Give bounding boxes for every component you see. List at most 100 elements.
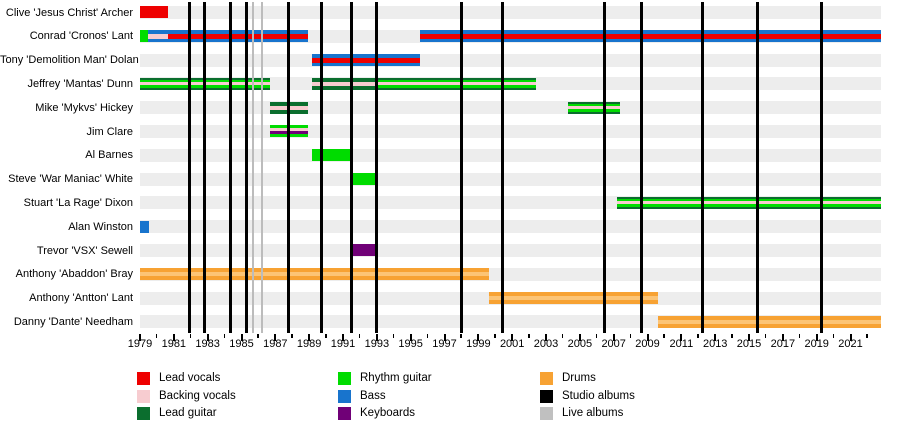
axis-tick bbox=[139, 334, 141, 341]
axis-tick bbox=[477, 334, 480, 341]
role-stripe-rhythm-guitar bbox=[376, 79, 536, 83]
legend-color-swatch bbox=[540, 371, 553, 385]
role-stripe-lead-vocals bbox=[311, 57, 420, 63]
member-label: Stuart 'La Rage' Dixon bbox=[23, 196, 133, 209]
role-stripe-lead-guitar bbox=[311, 85, 377, 90]
legend-color-swatch bbox=[137, 371, 150, 385]
studio-album-line bbox=[350, 2, 354, 333]
legend-item: Keyboards bbox=[338, 406, 415, 420]
live-album-line bbox=[252, 2, 255, 333]
legend-label: Live albums bbox=[562, 407, 624, 419]
axis-tick-label: 1985 bbox=[229, 338, 254, 350]
axis-tick bbox=[680, 334, 683, 341]
legend-label: Bass bbox=[360, 390, 386, 402]
studio-album-line bbox=[640, 2, 644, 333]
legend-color-swatch bbox=[540, 389, 553, 403]
axis-tick-label: 2021 bbox=[838, 338, 863, 350]
role-stripe-drums-light bbox=[657, 319, 881, 324]
axis-tick-label: 1981 bbox=[161, 338, 187, 350]
role-stripe-rhythm-guitar bbox=[568, 103, 621, 107]
studio-album-line bbox=[603, 2, 607, 333]
axis-tick-label: 1993 bbox=[364, 338, 390, 350]
row-background-band bbox=[140, 53, 881, 67]
role-stripe-bass bbox=[167, 38, 309, 43]
role-stripe-bass bbox=[167, 30, 309, 34]
member-tenure-bar bbox=[657, 315, 881, 328]
axis-tick bbox=[595, 334, 598, 338]
member-tenure-bar bbox=[147, 30, 168, 43]
legend-label: Lead guitar bbox=[159, 407, 217, 419]
member-label: Anthony 'Abaddon' Bray bbox=[15, 268, 133, 281]
axis-tick bbox=[257, 334, 259, 338]
role-stripe-rhythm-guitar bbox=[376, 85, 536, 88]
axis-tick bbox=[172, 334, 175, 341]
legend-color-swatch bbox=[338, 389, 351, 403]
member-label: Steve 'War Maniac' White bbox=[8, 173, 133, 186]
axis-tick bbox=[561, 334, 564, 338]
axis-tick bbox=[578, 334, 581, 341]
studio-album-line bbox=[287, 2, 291, 333]
role-stripe-lead-guitar bbox=[617, 196, 881, 199]
axis-tick bbox=[798, 334, 801, 338]
legend-color-swatch bbox=[137, 389, 150, 403]
role-stripe-bass bbox=[140, 220, 150, 233]
role-stripe-lead-vocals bbox=[140, 6, 168, 19]
role-stripe-rhythm-guitar bbox=[140, 30, 148, 43]
member-tenure-bar bbox=[311, 77, 377, 90]
axis-tick bbox=[494, 334, 496, 338]
axis-tick bbox=[426, 334, 429, 338]
role-stripe-backing-vocals bbox=[617, 201, 881, 205]
role-stripe-lead-vocals bbox=[167, 33, 309, 39]
studio-album-line bbox=[228, 2, 232, 333]
role-stripe-bass bbox=[419, 30, 881, 34]
legend-label: Rhythm guitar bbox=[360, 372, 432, 384]
legend-label: Keyboards bbox=[360, 407, 415, 419]
legend-label: Studio albums bbox=[562, 390, 635, 402]
studio-album-line bbox=[245, 2, 249, 333]
member-tenure-bar bbox=[311, 54, 420, 66]
axis-tick bbox=[240, 334, 243, 341]
axis-tick bbox=[545, 334, 548, 341]
axis-tick bbox=[764, 334, 767, 338]
legend-item: Lead guitar bbox=[137, 406, 217, 420]
role-stripe-bass bbox=[311, 62, 420, 66]
axis-tick-label: 2013 bbox=[702, 338, 728, 350]
axis-tick bbox=[663, 334, 665, 338]
role-stripe-bass bbox=[147, 38, 168, 43]
axis-tick bbox=[629, 334, 632, 338]
axis-tick bbox=[612, 334, 615, 341]
role-stripe-lead-vocals bbox=[419, 33, 881, 39]
role-stripe-drums bbox=[488, 292, 658, 296]
legend-item: Live albums bbox=[540, 406, 623, 420]
member-label: Jim Clare bbox=[86, 125, 133, 138]
role-stripe-bass bbox=[311, 54, 420, 58]
role-stripe-keyboards bbox=[353, 244, 377, 257]
role-stripe-lead-guitar bbox=[568, 101, 621, 104]
axis-tick-label: 2019 bbox=[804, 338, 829, 350]
axis-tick bbox=[392, 334, 395, 338]
member-tenure-bar bbox=[353, 244, 377, 257]
legend-color-swatch bbox=[338, 406, 351, 420]
row-background-band bbox=[140, 101, 881, 115]
axis-tick-label: 2003 bbox=[533, 338, 559, 350]
axis-tick-label: 2015 bbox=[736, 338, 762, 350]
member-tenure-bar bbox=[419, 30, 881, 43]
axis-tick-label: 2011 bbox=[669, 338, 694, 350]
axis-tick-label: 2005 bbox=[567, 338, 593, 350]
role-stripe-backing-vocals bbox=[568, 106, 621, 110]
axis-tick-label: 2001 bbox=[499, 338, 525, 350]
row-background-band bbox=[140, 148, 881, 162]
member-label: Trevor 'VSX' Sewell bbox=[36, 244, 133, 257]
studio-album-line bbox=[188, 2, 192, 333]
axis-tick-label: 1997 bbox=[432, 338, 457, 350]
legend-color-swatch bbox=[338, 371, 351, 385]
member-tenure-bar bbox=[376, 77, 536, 90]
member-tenure-bar bbox=[488, 292, 658, 304]
studio-album-line bbox=[701, 2, 705, 333]
row-background-band bbox=[140, 220, 881, 234]
row-background-band bbox=[140, 243, 881, 257]
legend-item: Backing vocals bbox=[137, 389, 236, 403]
legend-item: Drums bbox=[540, 371, 596, 385]
studio-album-line bbox=[819, 2, 823, 333]
member-label: Jeffrey 'Mantas' Dunn bbox=[27, 77, 134, 90]
